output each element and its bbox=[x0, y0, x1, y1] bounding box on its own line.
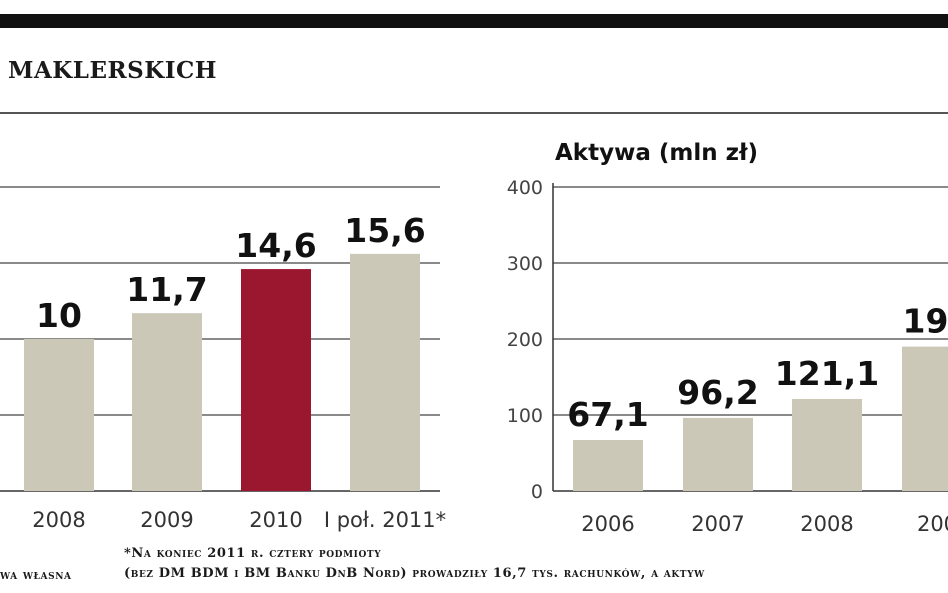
assets-chart-title: Aktywa (mln zł) bbox=[555, 140, 758, 166]
bar bbox=[241, 269, 311, 491]
x-tick-label: 2006 bbox=[581, 512, 634, 536]
x-tick-label: 2008 bbox=[32, 508, 85, 532]
chart-assets: Aktywa (mln zł) 0 100 200 300 400 67,1 2006 96,… bbox=[507, 140, 948, 536]
bar bbox=[902, 346, 948, 491]
y-tick-label: 200 bbox=[507, 329, 543, 351]
bar bbox=[24, 339, 94, 491]
footnote-line-1: *Na koniec 2011 r. cztery podmioty bbox=[124, 546, 382, 561]
bar-value-label: 14,6 bbox=[235, 226, 316, 265]
bar-value-label: 96,2 bbox=[677, 373, 758, 412]
bar bbox=[683, 417, 753, 491]
title-divider bbox=[0, 112, 948, 114]
x-tick-label: 2007 bbox=[691, 512, 744, 536]
bar-value-label: 11,7 bbox=[126, 270, 207, 309]
bar bbox=[350, 253, 420, 491]
x-tick-label: I poł. 2011* bbox=[324, 508, 446, 532]
y-tick-label: 300 bbox=[507, 253, 543, 275]
y-tick-label: 400 bbox=[507, 177, 543, 199]
bar bbox=[132, 313, 202, 491]
bar-value-label: 15,6 bbox=[344, 211, 425, 250]
y-tick-label: 0 bbox=[531, 481, 543, 503]
bar-value-label: 190 bbox=[903, 302, 948, 341]
bar bbox=[573, 440, 643, 491]
x-tick-label: 2009 bbox=[140, 508, 193, 532]
top-border-bar bbox=[0, 14, 948, 28]
bar-value-label: 121,1 bbox=[775, 354, 879, 393]
bar bbox=[792, 398, 862, 491]
chart-accounts: 10 2008 11,7 2009 14,6 2010 15,6 I poł. 2011* bbox=[0, 186, 446, 532]
bar-value-label: 67,1 bbox=[567, 395, 648, 434]
footnote-line-2: (bez DM BDM i BM Banku DnB Nord) prowadz… bbox=[124, 566, 705, 581]
x-tick-label: 2010 bbox=[249, 508, 302, 532]
source-note: wa własna bbox=[0, 568, 72, 583]
x-tick-label: 2008 bbox=[800, 512, 853, 536]
x-tick-label: 200 bbox=[917, 512, 948, 536]
bar-value-label: 10 bbox=[36, 296, 82, 335]
section-title: MAKLERSKICH bbox=[8, 57, 218, 84]
y-tick-label: 100 bbox=[507, 405, 543, 427]
